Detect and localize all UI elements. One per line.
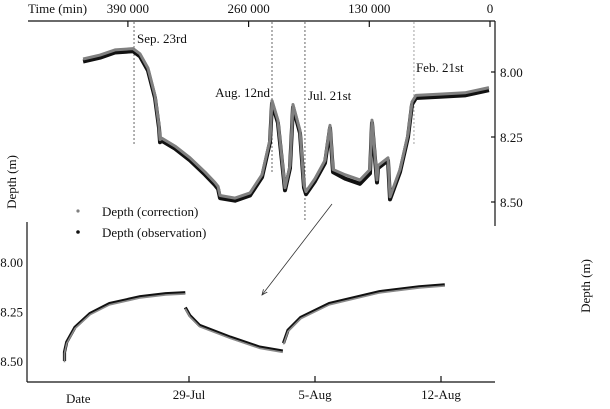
- bottom-x-tick-label: 12-Aug: [421, 387, 461, 402]
- bottom-y-tick-label: 8.25: [0, 305, 23, 320]
- bottom-y-tick-label: 8.00: [0, 255, 23, 270]
- top-chart: Time (min) 390 000 260 000 130 000 0 8.00 8.…: [4, 1, 523, 240]
- bottom-x-tick-label: 29-Jul: [173, 387, 206, 402]
- legend: Depth (correction) Depth (observation): [76, 204, 206, 240]
- bottom-y-axis-label: Depth (m): [578, 259, 593, 313]
- legend-swatch-observation: [76, 230, 80, 234]
- bottom-series-line-observation: [183, 306, 284, 353]
- top-x-tick-label: 130 000: [348, 1, 390, 16]
- legend-label-correction: Depth (correction): [102, 204, 198, 219]
- bottom-x-axis-label: Date: [66, 391, 91, 404]
- event-label: Feb. 21st: [416, 60, 464, 75]
- top-y-tick-label: 8.25: [500, 130, 523, 145]
- event-label: Sep. 23rd: [137, 31, 187, 46]
- top-y-tick-label: 8.50: [500, 195, 523, 210]
- bottom-x-tick-label: 5-Aug: [298, 387, 332, 402]
- bottom-chart: 29-Jul 5-Aug 12-Aug 8.00 8.25 8.50 Date Dept…: [0, 222, 593, 406]
- bottom-series-line-observation: [281, 283, 445, 344]
- zoom-arrow: [262, 203, 333, 295]
- top-x-tick-label: 390 000: [107, 1, 149, 16]
- bottom-series-line-correction: [282, 285, 445, 345]
- bottom-series-line-observation: [62, 291, 186, 361]
- top-y-tick-label: 8.00: [500, 65, 523, 80]
- top-x-tick-label: 260 000: [227, 1, 269, 16]
- event-label: Jul. 21st: [308, 88, 352, 103]
- legend-swatch-correction: [76, 209, 80, 213]
- bottom-series-line-correction: [63, 293, 186, 363]
- top-x-tick-label: 0: [487, 1, 494, 16]
- bottom-y-tick-label: 8.50: [0, 354, 23, 369]
- top-series-line: [82, 47, 490, 200]
- top-y-axis-label: Depth (m): [4, 155, 19, 209]
- event-label: Aug. 12nd: [215, 85, 270, 100]
- legend-label-observation: Depth (observation): [102, 225, 206, 240]
- top-x-axis-label: Time (min): [28, 1, 87, 16]
- bottom-series-line-correction: [184, 308, 283, 354]
